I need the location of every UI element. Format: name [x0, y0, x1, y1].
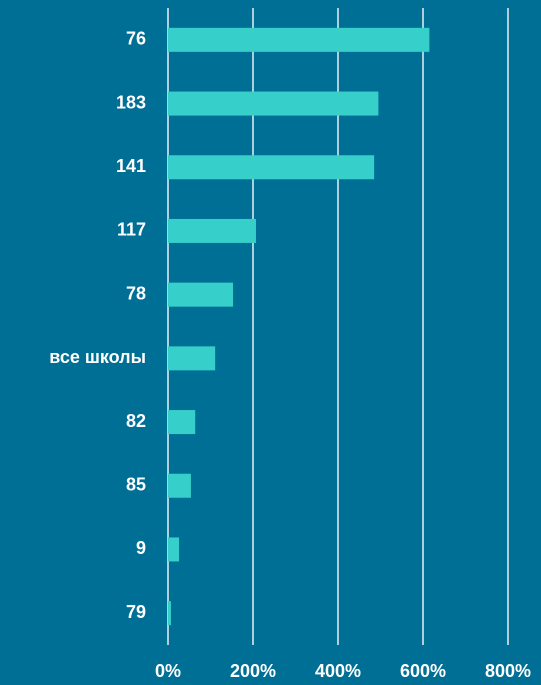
y-tick-label: 85: [126, 475, 146, 495]
y-tick-label: 9: [136, 538, 146, 558]
y-tick-label: 82: [126, 411, 146, 431]
bar: [168, 91, 379, 116]
bar: [168, 601, 171, 626]
y-tick-label: 183: [116, 92, 146, 112]
y-tick-label: 78: [126, 283, 146, 303]
x-tick-label: 800%: [485, 661, 531, 681]
bar: [168, 346, 216, 371]
bar: [168, 410, 196, 435]
bar: [168, 27, 430, 52]
y-tick-label: все школы: [49, 347, 146, 367]
y-tick-label: 141: [116, 156, 146, 176]
x-tick-label: 200%: [230, 661, 276, 681]
y-tick-label: 79: [126, 602, 146, 622]
bar: [168, 537, 180, 562]
y-tick-label: 76: [126, 29, 146, 49]
bar: [168, 155, 375, 180]
x-tick-label: 600%: [400, 661, 446, 681]
bar: [168, 282, 234, 307]
bar: [168, 218, 256, 243]
x-tick-label: 400%: [315, 661, 361, 681]
y-tick-label: 117: [117, 220, 146, 240]
x-tick-label: 0%: [155, 661, 181, 681]
bar: [168, 473, 191, 498]
